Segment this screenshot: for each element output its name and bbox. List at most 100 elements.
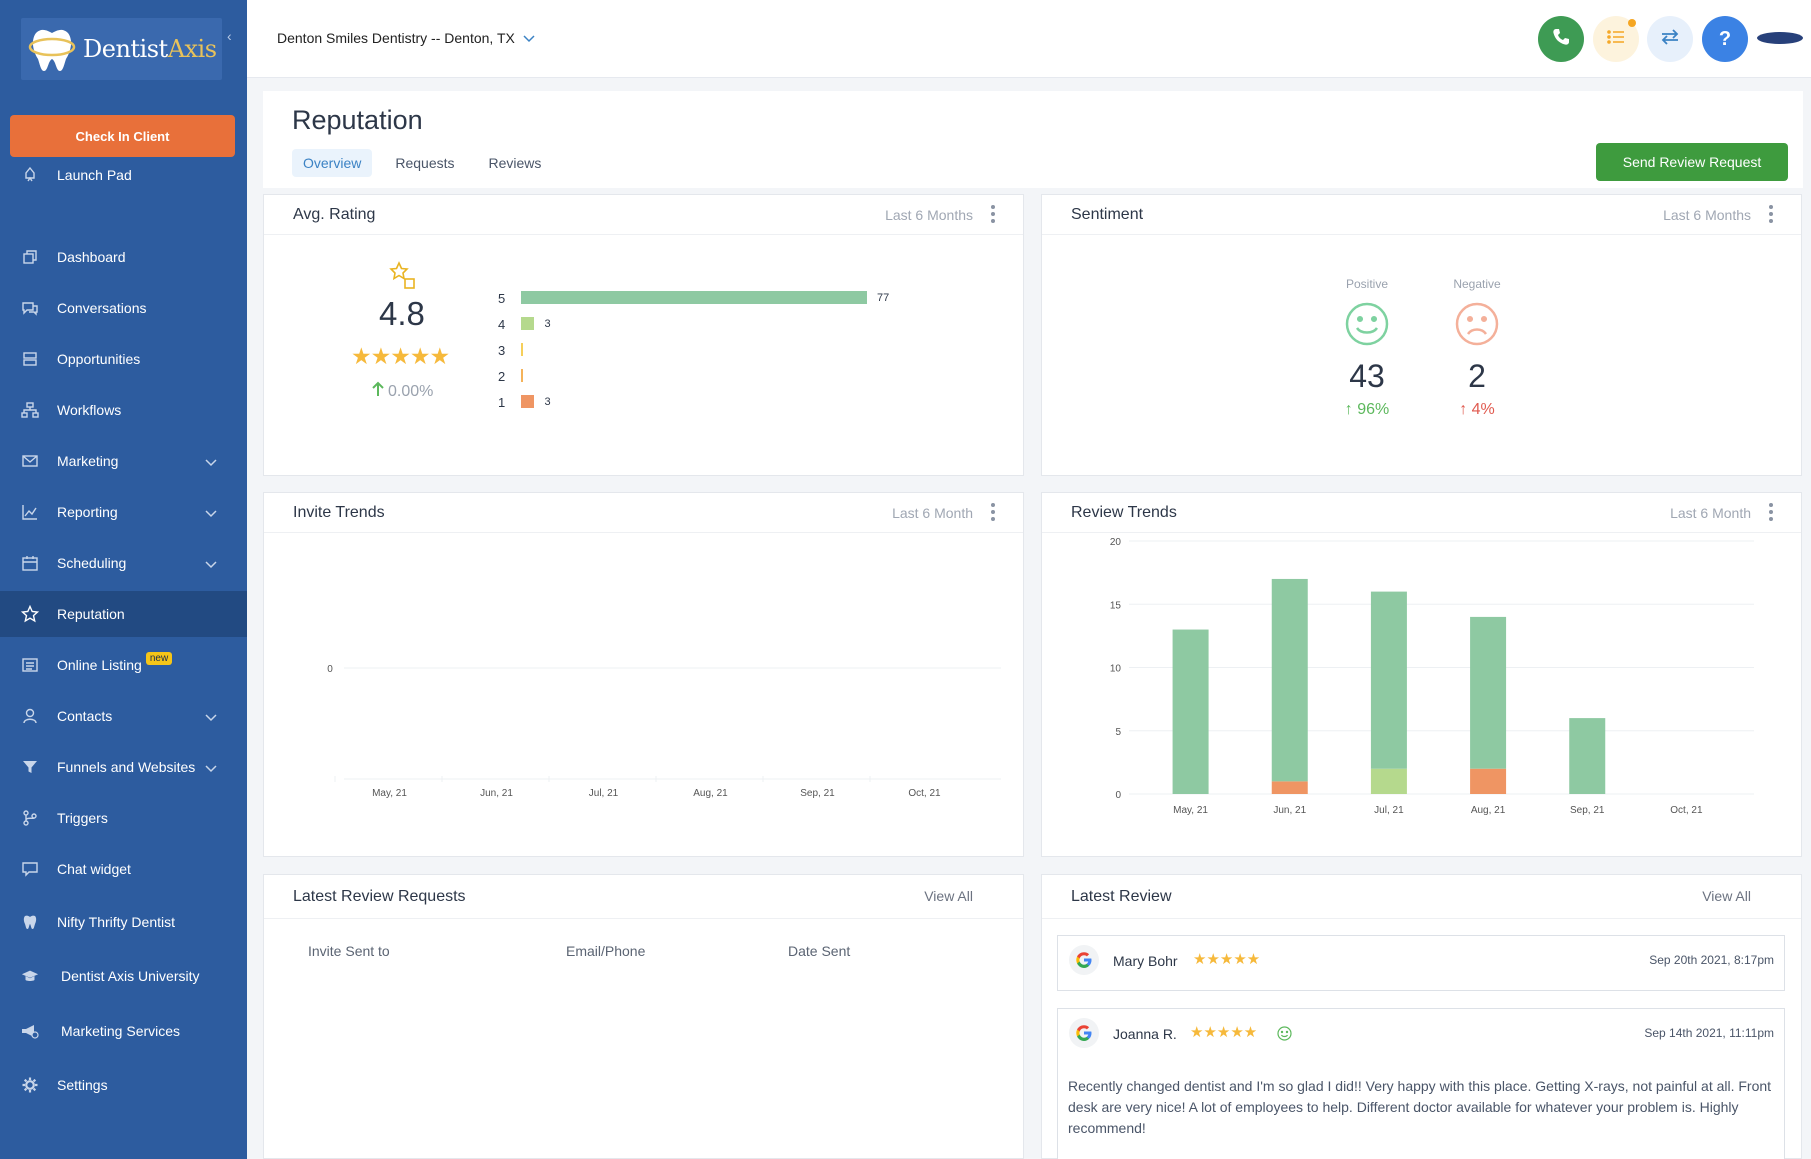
card-header: Latest Review View All	[1042, 875, 1801, 919]
sidebar-item-label: Marketing Services	[61, 1023, 181, 1039]
dashboard-icon	[21, 248, 39, 266]
help-button[interactable]: ?	[1702, 16, 1748, 62]
switch-button[interactable]	[1647, 16, 1693, 62]
sidebar-item-chat-widget[interactable]: Chat widget	[0, 846, 247, 892]
y-tick-label: 15	[1110, 600, 1122, 611]
frown-icon	[1442, 301, 1512, 352]
dist-label: 2	[498, 369, 506, 384]
card-title: Avg. Rating	[293, 205, 376, 223]
dist-count: 77	[877, 292, 890, 304]
sidebar-item-reputation[interactable]: Reputation	[0, 591, 247, 637]
sidebar-item-online-listing[interactable]: Online Listing new	[0, 642, 247, 688]
check-in-client-button[interactable]: Check In Client	[10, 115, 235, 157]
bar-segment	[1370, 591, 1407, 769]
chat-widget-icon	[21, 860, 39, 878]
tooth-logo-icon	[21, 18, 83, 80]
more-menu-icon[interactable]	[1769, 503, 1773, 521]
graduation-icon	[21, 967, 39, 985]
sidebar-item-triggers[interactable]: Triggers	[0, 795, 247, 841]
positive-pct: ↑ 96%	[1344, 401, 1390, 418]
sidebar-item-reporting[interactable]: Reporting	[0, 489, 247, 535]
bar-segment	[1172, 629, 1209, 794]
sidebar-item-label: Nifty Thrifty Dentist	[57, 914, 175, 930]
review-date: Sep 20th 2021, 8:17pm	[1649, 953, 1774, 967]
sidebar-item-dashboard[interactable]: Dashboard	[0, 234, 247, 280]
location-selector[interactable]: Denton Smiles Dentistry -- Denton, TX	[277, 30, 535, 46]
dist-count: 3	[544, 396, 551, 408]
sidebar-item-label: Workflows	[57, 402, 122, 418]
send-review-request-button[interactable]: Send Review Request	[1596, 143, 1788, 181]
sidebar-item-label: Reputation	[57, 606, 125, 622]
card-header: Sentiment Last 6 Months	[1042, 195, 1801, 235]
dist-bar	[521, 343, 523, 356]
sidebar-item-settings[interactable]: Settings	[0, 1062, 247, 1108]
x-tick-label: Jul, 21	[1374, 805, 1404, 816]
review-item[interactable]: Joanna R. ★★★★★ Sep 14th 2021, 11:11pm R…	[1057, 1008, 1785, 1159]
dist-bar	[521, 369, 523, 382]
sidebar-item-scheduling[interactable]: Scheduling	[0, 540, 247, 586]
more-menu-icon[interactable]	[991, 205, 995, 223]
review-item[interactable]: Mary Bohr ★★★★★ Sep 20th 2021, 8:17pm	[1057, 935, 1785, 991]
sidebar-item-contacts[interactable]: Contacts	[0, 693, 247, 739]
sidebar-item-label: Marketing	[57, 453, 119, 469]
sidebar-item-nifty-thrifty[interactable]: Nifty Thrifty Dentist	[0, 899, 247, 945]
bar-segment	[1271, 578, 1308, 782]
tab-reviews[interactable]: Reviews	[488, 155, 542, 171]
more-menu-icon[interactable]	[1769, 205, 1773, 223]
collapse-sidebar-icon[interactable]: ‹	[227, 28, 232, 44]
reviewer-name: Mary Bohr	[1113, 953, 1178, 969]
view-all-link[interactable]: View All	[1702, 888, 1751, 904]
dist-label: 4	[498, 317, 506, 332]
gear-icon	[21, 1076, 39, 1094]
bar-segment	[1470, 616, 1507, 769]
location-label: Denton Smiles Dentistry -- Denton, TX	[277, 30, 515, 46]
chevron-down-icon	[205, 709, 217, 725]
tab-requests[interactable]: Requests	[395, 155, 455, 171]
negative-pct: ↑ 4%	[1459, 401, 1495, 418]
sidebar-item-label: Dentist Axis University	[61, 968, 200, 984]
sidebar-item-workflows[interactable]: Workflows	[0, 387, 247, 433]
reviewer-name: Joanna R.	[1113, 1026, 1177, 1042]
sidebar-item-university[interactable]: Dentist Axis University	[0, 953, 247, 999]
negative-sentiment: Negative 2 ↑ 4%	[1442, 277, 1512, 419]
phone-button[interactable]	[1538, 16, 1584, 62]
view-all-link[interactable]: View All	[924, 888, 973, 904]
dist-count: 3	[544, 318, 551, 330]
user-icon	[21, 707, 39, 725]
x-tick-label: Jun, 21	[1273, 805, 1306, 816]
sidebar-item-conversations[interactable]: Conversations	[0, 285, 247, 331]
rating-change: 0.00%	[372, 381, 433, 402]
latest-review-card: Latest Review View All Mary Bohr ★★★★★ S…	[1041, 874, 1802, 1159]
chevron-down-icon	[523, 30, 535, 46]
avatar[interactable]	[1757, 32, 1803, 44]
sidebar-item-opportunities[interactable]: Opportunities	[0, 336, 247, 382]
tasks-button[interactable]	[1593, 16, 1639, 62]
sidebar-item-launch-pad[interactable]: Launch Pad	[0, 152, 247, 198]
review-trends-card: Review Trends Last 6 Month 0 5 10 15 20 May, …	[1041, 492, 1802, 857]
phone-icon	[1552, 28, 1570, 51]
tab-overview[interactable]: Overview	[292, 149, 373, 177]
sidebar-item-label: Opportunities	[57, 351, 141, 367]
column-header: Email/Phone	[566, 943, 646, 959]
sidebar-item-funnels[interactable]: Funnels and Websites	[0, 744, 247, 790]
column-header: Invite Sent to	[308, 943, 390, 959]
chevron-down-icon	[205, 556, 217, 572]
brand-logo[interactable]: DentistAxis	[21, 18, 222, 80]
dist-bar	[521, 291, 867, 304]
sidebar: DentistAxis ‹ Check In Client Launch Pad…	[0, 0, 247, 1159]
review-text: Recently changed dentist and I'm so glad…	[1068, 1078, 1772, 1136]
bar-segment	[1370, 768, 1407, 794]
trigger-icon	[21, 809, 39, 827]
more-menu-icon[interactable]	[991, 503, 995, 521]
period-label: Last 6 Months	[1663, 207, 1751, 223]
x-tick-label: Sep, 21	[800, 788, 835, 799]
tab-bar: Overview Requests Reviews	[292, 149, 552, 177]
star-icon	[21, 605, 39, 623]
sentiment-card: Sentiment Last 6 Months Positive 43 ↑ 96…	[1041, 194, 1802, 476]
card-header: Invite Trends Last 6 Month	[264, 493, 1023, 533]
card-title: Review Trends	[1071, 503, 1177, 521]
sidebar-item-marketing-services[interactable]: Marketing Services	[0, 1008, 247, 1054]
review-stars: ★★★★★	[1193, 951, 1261, 968]
sidebar-item-marketing[interactable]: Marketing	[0, 438, 247, 484]
chevron-down-icon	[205, 760, 217, 776]
